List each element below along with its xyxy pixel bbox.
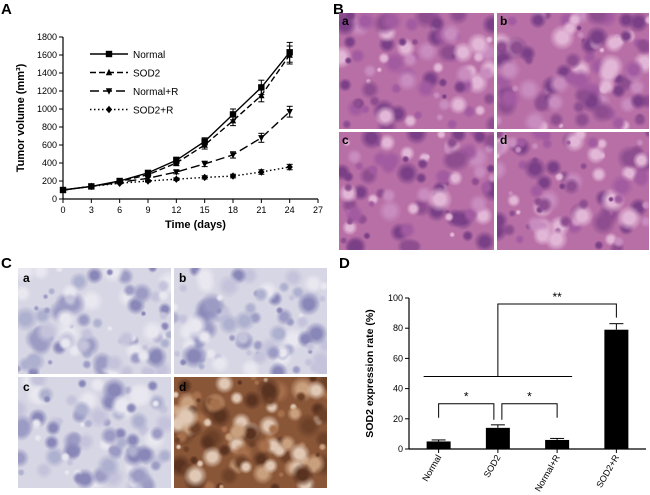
- bracket: [438, 403, 495, 420]
- bar: [604, 329, 629, 449]
- y-tick-label: 1800: [37, 32, 57, 42]
- data-point: [201, 173, 208, 182]
- x-tick-label: 0: [60, 205, 65, 215]
- x-tick-label: 12: [171, 205, 181, 215]
- significance-star: **: [552, 290, 562, 304]
- y-tick-label: 1400: [37, 68, 57, 78]
- x-axis-title: Time (days): [165, 219, 226, 231]
- he-micrograph-b: b: [497, 13, 649, 129]
- ihc-micrograph-d: d: [174, 377, 327, 488]
- x-tick-label: SOD2+R: [594, 453, 621, 490]
- y-tick-label: 800: [42, 122, 57, 132]
- data-point: [286, 163, 293, 171]
- ihc-sublabel-d: d: [179, 380, 187, 394]
- ihc-sublabel-c: c: [23, 380, 30, 394]
- he-sublabel-b: b: [500, 14, 508, 28]
- legend-marker: [105, 50, 113, 58]
- y-tick-label: 1200: [37, 86, 57, 96]
- he-sublabel-c: c: [342, 133, 349, 147]
- data-point: [229, 152, 237, 159]
- x-tick-label: 3: [89, 205, 94, 215]
- data-point: [258, 84, 265, 91]
- legend-label: SOD2: [133, 69, 161, 80]
- data-point: [229, 172, 237, 180]
- x-tick-label: 9: [145, 205, 150, 215]
- bar: [545, 439, 570, 449]
- series-line: [62, 111, 291, 191]
- he-micrograph-c: c: [339, 132, 494, 250]
- y-tick-label: 1000: [37, 104, 57, 114]
- y-tick-label: 60: [393, 353, 403, 363]
- x-tick-label: 15: [200, 205, 210, 215]
- he-micrograph-a: a: [339, 13, 494, 129]
- x-tick-label: 27: [313, 205, 323, 215]
- data-point: [286, 109, 293, 116]
- data-point: [258, 91, 265, 99]
- significance-star: *: [527, 390, 532, 404]
- y-tick-label: 1600: [37, 50, 57, 60]
- legend-label: Normal: [133, 50, 165, 61]
- y-tick-label: 40: [393, 384, 403, 394]
- data-point: [173, 159, 180, 166]
- y-tick-label: 200: [42, 176, 57, 186]
- y-tick-label: 20: [393, 414, 403, 424]
- he-sublabel-a: a: [342, 14, 349, 28]
- x-tick-label: Normal: [420, 453, 443, 483]
- ihc-micrograph-a: a: [18, 268, 171, 374]
- bracket: [501, 403, 558, 420]
- legend-marker: [105, 105, 113, 114]
- panel-label-a: A: [1, 1, 12, 18]
- legend-label: SOD2+R: [133, 106, 173, 117]
- bar: [426, 441, 451, 449]
- sod2-expression-chart: 0 20 40 60 80 100 SOD2 expression rate (%) Norm…: [364, 290, 646, 493]
- ihc-sublabel-b: b: [179, 271, 187, 285]
- x-tick-label: Normal+R: [533, 453, 562, 494]
- data-point: [59, 186, 67, 194]
- legend: Normal SOD2 Normal+R SOD2+R: [90, 50, 178, 117]
- series-sod2-r: [59, 163, 293, 194]
- y-tick-label: 600: [42, 140, 57, 150]
- data-point: [258, 135, 265, 142]
- y-tick-label: 80: [393, 323, 403, 333]
- x-tick-label: 21: [256, 205, 266, 215]
- y-tick-label: 0: [398, 444, 403, 454]
- panel-label-b: B: [333, 1, 344, 18]
- data-point: [229, 117, 237, 124]
- y-tick-label: 0: [52, 194, 57, 204]
- y-tick-label: 100: [388, 293, 403, 303]
- tumor-volume-chart: 0 3 6 9 12 15 18 21 24 27 0 200 400 600 800 1000 1200 140…: [15, 32, 323, 231]
- x-tick-label: 24: [285, 205, 295, 215]
- data-point: [88, 182, 95, 191]
- he-micrograph-d: d: [497, 132, 649, 250]
- data-point: [258, 168, 265, 176]
- legend-marker: [105, 68, 113, 76]
- panel-label-d: D: [339, 255, 350, 272]
- x-tick-label: SOD2: [482, 453, 503, 479]
- y-axis-title: Tumor volume (mm³): [15, 63, 27, 172]
- data-point: [173, 169, 180, 176]
- data-point: [286, 51, 293, 58]
- data-point: [144, 177, 152, 185]
- ihc-sublabel-a: a: [23, 271, 30, 285]
- significance-star: *: [464, 390, 469, 404]
- data-point: [201, 141, 208, 148]
- significance-brackets: * ***: [423, 290, 617, 420]
- x-tick-label: 18: [228, 205, 238, 215]
- ihc-micrograph-c: c: [18, 377, 171, 488]
- bar: [485, 427, 510, 449]
- y-axis-title: SOD2 expression rate (%): [364, 309, 376, 437]
- ihc-micrograph-b: b: [174, 268, 327, 374]
- legend-label: Normal+R: [133, 87, 178, 98]
- x-tick-label: 6: [117, 205, 122, 215]
- data-point: [201, 161, 208, 168]
- legend-marker: [105, 88, 113, 95]
- data-point: [229, 111, 237, 118]
- data-point: [116, 179, 123, 187]
- bracket: [497, 303, 617, 377]
- he-sublabel-d: d: [500, 133, 508, 147]
- data-point: [173, 175, 180, 183]
- y-tick-label: 400: [42, 158, 57, 168]
- panel-label-c: C: [1, 255, 12, 272]
